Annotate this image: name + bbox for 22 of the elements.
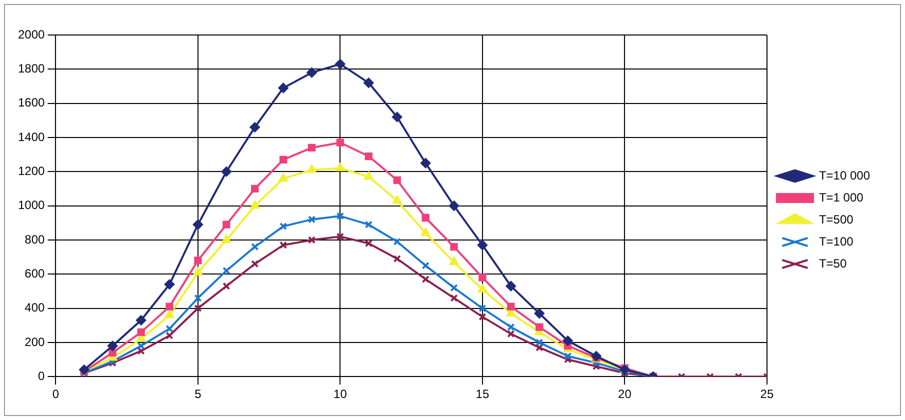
legend-label: T=50 (818, 256, 847, 270)
y-tick-label: 1000 (18, 198, 46, 212)
y-tick-label: 200 (24, 334, 46, 349)
y-tick-label: 2000 (18, 27, 46, 42)
x-tick-label: 15 (476, 387, 490, 402)
y-tick-label: 1400 (18, 130, 46, 144)
x-tick-label: 10 (334, 387, 348, 402)
legend-label: T=100 (818, 234, 854, 248)
x-tick-label: 20 (618, 387, 632, 402)
y-tick-label: 1800 (18, 61, 46, 76)
legend-label: T=10 000 (818, 168, 870, 182)
y-tick-label: 800 (24, 232, 46, 246)
y-tick-label: 600 (24, 266, 46, 280)
y-tick-label: 1600 (18, 96, 46, 110)
legend-label: T=1 000 (818, 190, 864, 204)
legend-label: T=500 (818, 212, 854, 226)
y-tick-label: 400 (24, 300, 46, 315)
y-tick-label: 0 (38, 368, 46, 383)
y-tick-label: 1200 (18, 164, 46, 178)
x-tick-label: 25 (760, 387, 774, 402)
x-tick-label: 0 (52, 387, 60, 402)
x-tick-label: 5 (194, 387, 202, 402)
